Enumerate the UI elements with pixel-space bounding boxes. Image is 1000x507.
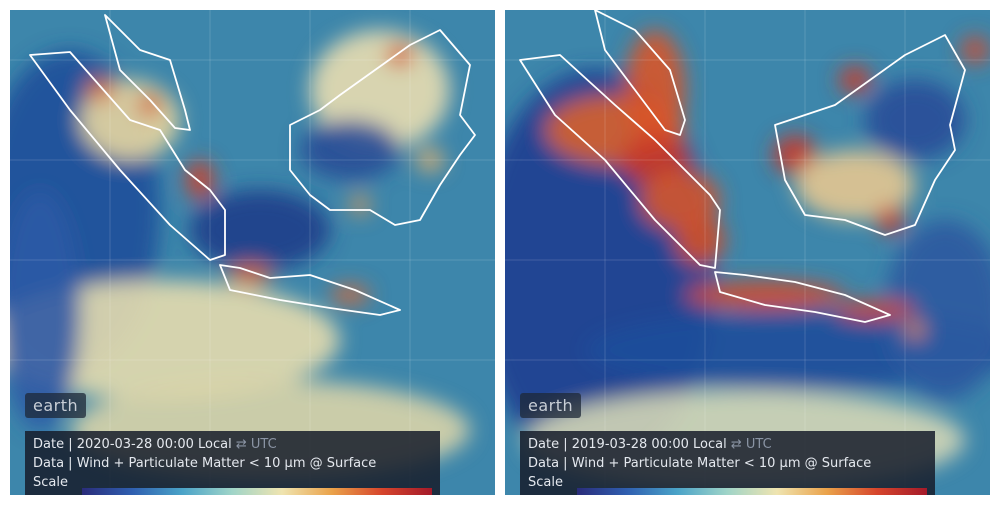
coastline: [594, 10, 686, 136]
map: [10, 10, 495, 495]
pollution-area: [905, 322, 925, 338]
pollution-area: [386, 43, 414, 67]
pollution-area: [138, 93, 162, 117]
data-overlay: Wind + Particulate Matter < 10 µm @ Surf…: [571, 456, 872, 471]
pollution-area: [310, 30, 450, 150]
data-row: Data | Wind + Particulate Matter < 10 µm…: [528, 454, 927, 473]
pollution-area: [795, 150, 915, 220]
date-row: Date | 2019-03-28 00:00 Local ⇄ UTC: [528, 435, 927, 454]
data-row: Data | Wind + Particulate Matter < 10 µm…: [33, 454, 432, 473]
date: 2019-03-28 00:00 Local: [571, 437, 727, 452]
pollution-area: [10, 280, 340, 400]
date: 2020-03-28 00:00 Local: [76, 437, 232, 452]
color-scale: [81, 487, 432, 495]
data-overlay: Wind + Particulate Matter < 10 µm @ Surf…: [76, 456, 377, 471]
scale-label: Scale |: [33, 475, 68, 495]
coastline: [104, 14, 191, 131]
coastline: [774, 34, 966, 236]
pollution-area: [190, 190, 330, 270]
pollution-area: [10, 190, 80, 430]
map-panel: earth Date | 2020-03-28 00:00 Local ⇄ UTC…: [10, 10, 495, 495]
pollution-area: [876, 206, 904, 234]
coastline: [29, 51, 226, 261]
pollution-area: [961, 36, 989, 64]
pollution-area: [416, 148, 444, 172]
pollution-area: [350, 195, 370, 215]
pollution-area: [685, 281, 845, 309]
pollution-area: [330, 285, 370, 305]
earth-badge: earth: [25, 393, 87, 418]
earth-badge: earth: [520, 393, 582, 418]
scale-row: Scale |: [528, 473, 927, 495]
pollution-area: [625, 30, 685, 150]
scale-label: Scale |: [528, 475, 563, 495]
pollution-area: [835, 300, 915, 320]
utc-toggle[interactable]: ⇄ UTC: [235, 437, 277, 452]
pollution-area: [228, 263, 272, 287]
coastline: [714, 271, 891, 323]
date-label: Date |: [33, 437, 73, 452]
utc-toggle[interactable]: ⇄ UTC: [730, 437, 772, 452]
date-row: Date | 2020-03-28 00:00 Local ⇄ UTC: [33, 435, 432, 454]
color-scale: [576, 487, 927, 495]
data-label: Data |: [528, 456, 568, 471]
data-label: Data |: [33, 456, 73, 471]
field: [505, 30, 990, 490]
date-label: Date |: [528, 437, 568, 452]
coastline: [289, 29, 476, 226]
coastline: [519, 54, 721, 269]
map: [505, 10, 990, 495]
pollution-area: [865, 80, 965, 160]
info-box: Date | 2020-03-28 00:00 Local ⇄ UTC Data …: [25, 431, 440, 495]
coastline: [219, 264, 401, 316]
scale-row: Scale |: [33, 473, 432, 495]
info-box: Date | 2019-03-28 00:00 Local ⇄ UTC Data …: [520, 431, 935, 495]
pollution-area: [885, 220, 990, 400]
pollution-area: [839, 66, 871, 94]
pollution-area: [85, 78, 115, 102]
map-panel: earth Date | 2019-03-28 00:00 Local ⇄ UTC…: [505, 10, 990, 495]
pollution-area: [300, 120, 400, 180]
pollution-area: [186, 160, 214, 200]
